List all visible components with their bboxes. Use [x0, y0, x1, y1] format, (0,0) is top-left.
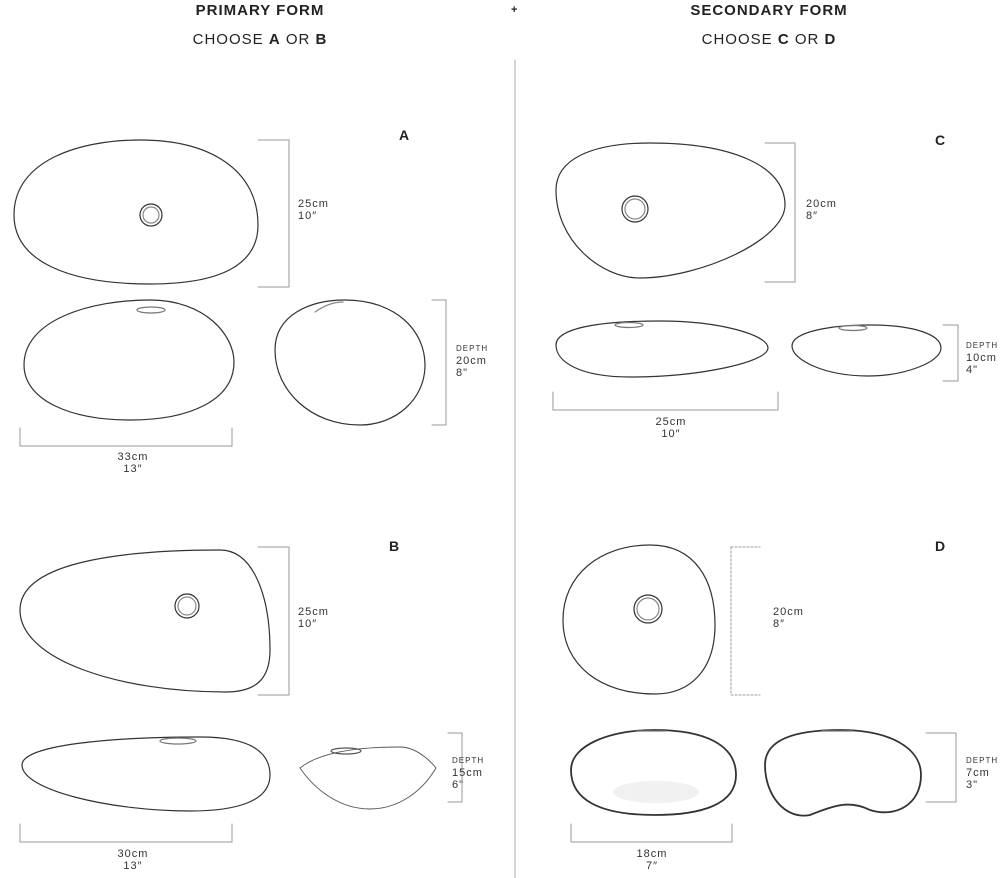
form-a-side-opening [314, 301, 344, 313]
or-text: OR [794, 31, 820, 48]
form-d-opening [633, 594, 663, 624]
cm: 10cm [966, 352, 997, 364]
cm: 20cm [773, 606, 804, 618]
form-a-height-bracket [257, 139, 290, 288]
depth: DEPTH [966, 756, 999, 765]
cm: 25cm [655, 416, 687, 428]
form-c-letter: C [935, 132, 946, 148]
form-b-depth-label: DEPTH 15cm 6" [452, 755, 484, 791]
in: 3" [966, 779, 979, 791]
form-a-opening-inner [142, 206, 160, 224]
choice-a: A [268, 31, 281, 48]
in: 4" [966, 364, 979, 376]
cm: 25cm [298, 198, 329, 210]
form-b-height-label: 25cm 10″ [298, 606, 329, 630]
form-d-depth-label: DEPTH 7cm 3" [966, 755, 998, 791]
in: 13″ [123, 860, 143, 872]
form-b-opening [174, 593, 200, 619]
depth: DEPTH [966, 341, 999, 350]
form-c-height-bracket [764, 142, 796, 283]
form-d-opening-inner [636, 597, 660, 621]
in: 10″ [298, 210, 318, 222]
dimension-lines [19, 139, 959, 843]
form-d-front-outline [570, 729, 737, 816]
form-c-depth-label: DEPTH 10cm 4" [966, 340, 998, 376]
form-b-depth-bracket [447, 732, 463, 803]
form-d-top-outline [562, 544, 716, 695]
cm: 15cm [452, 767, 483, 779]
form-c-width-label: 25cm 10″ [656, 416, 687, 440]
cm: 7cm [966, 767, 990, 779]
in: 10″ [661, 428, 681, 440]
form-c-height-label: 20cm 8″ [806, 198, 837, 222]
form-a-top-outline [13, 139, 259, 285]
form-a-width-label: 33cm 13″ [118, 451, 149, 475]
form-d-side-outline [764, 729, 922, 817]
form-d-letter: D [935, 538, 946, 554]
form-d-depth-bracket [925, 732, 957, 803]
form-b-letter: B [389, 538, 400, 554]
form-b-front-opening [159, 737, 197, 745]
depth: DEPTH [452, 756, 485, 765]
primary-choose: CHOOSE A OR B [160, 31, 360, 48]
form-b-opening-inner [177, 596, 197, 616]
choose-text: CHOOSE [701, 31, 773, 48]
form-c-side-opening [838, 324, 868, 332]
form-d-width-bracket [570, 823, 733, 843]
cm: 20cm [456, 355, 487, 367]
form-a-front-opening [136, 306, 166, 314]
in: 8" [456, 367, 469, 379]
form-d-front-shadow [613, 781, 699, 803]
form-c-depth-bracket [942, 324, 959, 382]
form-c-opening [621, 195, 649, 223]
form-c-opening-inner [624, 198, 646, 220]
form-b-top-outline [19, 549, 271, 693]
in: 8″ [773, 618, 786, 630]
cm: 25cm [298, 606, 329, 618]
form-b-height-bracket [257, 546, 290, 696]
choice-d: D [824, 31, 837, 48]
or-text: OR [285, 31, 311, 48]
choice-b: B [315, 31, 328, 48]
choose-text: CHOOSE [192, 31, 264, 48]
form-d-height-label: 20cm 8″ [773, 606, 804, 630]
depth: DEPTH [456, 344, 489, 353]
form-c-front-outline [555, 320, 769, 378]
cm: 30cm [117, 848, 149, 860]
form-b-width-label: 30cm 13″ [118, 848, 149, 872]
secondary-form-title: SECONDARY FORM [690, 2, 848, 19]
form-c-top-outline [555, 142, 786, 279]
form-d-width-label: 18cm 7″ [637, 848, 668, 872]
form-a-opening [139, 203, 163, 227]
in: 6" [452, 779, 465, 791]
form-c-width-bracket [552, 391, 779, 411]
in: 10″ [298, 618, 318, 630]
in: 7″ [645, 860, 658, 872]
form-b-side-outline [299, 746, 437, 810]
cm: 18cm [636, 848, 668, 860]
form-c-front-opening [614, 321, 644, 329]
in: 8″ [806, 210, 819, 222]
form-a-depth-label: DEPTH 20cm 8" [456, 343, 488, 379]
form-a-height-label: 25cm 10″ [298, 198, 329, 222]
cm: 20cm [806, 198, 837, 210]
primary-form-title: PRIMARY FORM [195, 2, 325, 19]
in: 13″ [123, 463, 143, 475]
plus-sign: + [511, 4, 518, 16]
form-b-width-bracket [19, 823, 233, 843]
form-a-side-outline [274, 299, 426, 426]
secondary-choose: CHOOSE C OR D [669, 31, 869, 48]
choice-c: C [777, 31, 790, 48]
form-b-front-outline [21, 736, 271, 812]
form-b-side-opening [330, 747, 362, 755]
cm: 33cm [117, 451, 149, 463]
form-a-width-bracket [19, 427, 233, 447]
form-a-letter: A [399, 127, 410, 143]
form-a-front-outline [23, 299, 235, 421]
form-d-height-bracket [730, 546, 761, 696]
form-a-depth-bracket [431, 299, 447, 426]
form-c-side-outline [791, 324, 942, 377]
